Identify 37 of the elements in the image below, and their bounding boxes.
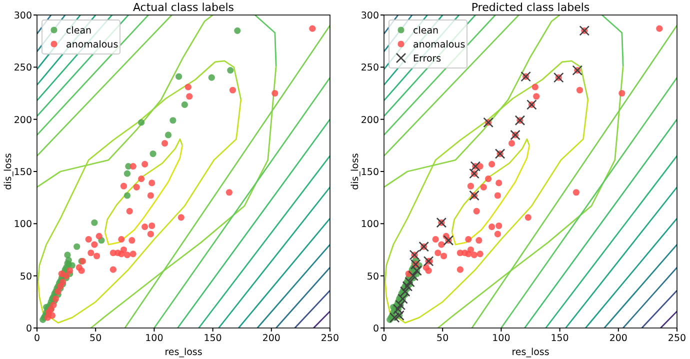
x-axis-title: res_loss <box>512 347 550 358</box>
x-tick-label: 50 <box>90 333 102 344</box>
x-tick-label: 150 <box>550 333 569 344</box>
x-tick-label: 0 <box>380 333 388 344</box>
legend-label: Errors <box>413 54 442 64</box>
y-tick-label: 250 <box>360 62 379 74</box>
y-tick-label: 250 <box>14 62 32 74</box>
y-tick-label: 0 <box>372 324 379 334</box>
y-tick-label: 200 <box>360 114 379 126</box>
chart-title: Actual class labels <box>132 1 234 14</box>
y-tick-label: 300 <box>360 10 379 22</box>
x-tick-label: 50 <box>436 333 449 344</box>
legend-label: clean <box>66 26 92 36</box>
y-tick-label: 50 <box>20 271 32 282</box>
y-tick-label: 50 <box>366 271 379 282</box>
y-tick-label: 100 <box>360 219 379 230</box>
y-tick-label: 300 <box>14 10 32 22</box>
y-axis-title: dis_loss <box>3 153 14 190</box>
legend-label: anomalous <box>66 40 118 50</box>
legend-label: anomalous <box>413 40 466 50</box>
x-tick-label: 150 <box>204 333 222 344</box>
y-tick-label: 150 <box>14 167 32 178</box>
x-tick-label: 250 <box>320 333 340 344</box>
x-tick-label: 100 <box>492 333 510 344</box>
x-tick-label: 250 <box>668 333 686 344</box>
y-tick-label: 150 <box>360 167 379 178</box>
x-tick-label: 0 <box>34 333 40 344</box>
x-axis-title: res_loss <box>164 347 202 358</box>
legend-label: clean <box>413 26 439 36</box>
y-axis-title: dis_loss <box>350 153 361 190</box>
x-tick-label: 100 <box>145 333 164 344</box>
x-tick-label: 200 <box>262 333 280 344</box>
y-tick-label: 100 <box>14 219 32 230</box>
y-tick-label: 200 <box>14 114 32 126</box>
y-tick-label: 0 <box>26 324 32 334</box>
chart-title: Predicted class labels <box>471 1 590 14</box>
x-tick-label: 200 <box>609 333 628 344</box>
